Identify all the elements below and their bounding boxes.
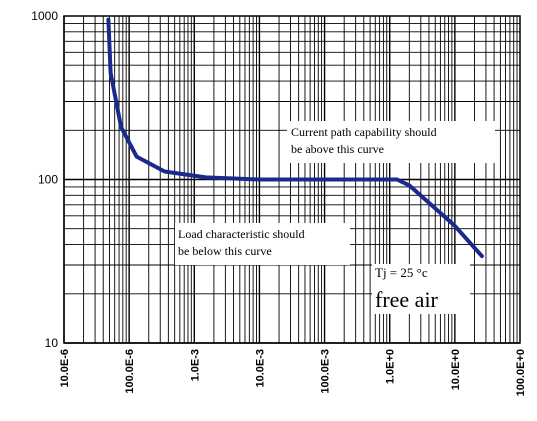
annotation-free-line-0: free air (375, 287, 439, 312)
annotation-current-line-0: Current path capability should (291, 125, 437, 139)
x-tick-label: 1.0E-3 (189, 349, 201, 381)
x-tick-label: 1.0E+0 (385, 349, 397, 384)
annotation-load-line-1: be below this curve (178, 244, 272, 258)
x-tick-label: 100.0E-3 (320, 349, 332, 394)
annotation-current-line-1: be above this curve (291, 142, 384, 156)
grid-lines (63, 16, 520, 344)
annotation-box-load (175, 223, 350, 265)
annotation-box-tj (372, 264, 470, 282)
annotation-box-current (287, 121, 495, 163)
annotation-box-free (372, 282, 470, 314)
annotation-load-line-0: Load characteristic should (178, 227, 305, 241)
y-tick-labels: 10 100 1000 (31, 9, 58, 350)
y-tick-label: 1000 (31, 9, 58, 23)
annotation-tj-line-0: Tj = 25 °c (375, 265, 428, 280)
x-tick-label: 10.0E+0 (450, 349, 462, 390)
annotation-texts: Current path capability should be above t… (178, 125, 439, 312)
x-tick-label: 10.0E-3 (254, 349, 266, 388)
x-tick-label: 100.0E+0 (515, 349, 527, 396)
x-tick-label: 10.0E-6 (59, 349, 71, 388)
x-tick-labels: 10.0E-6 100.0E-6 1.0E-3 10.0E-3 100.0E-3 1.0E… (59, 349, 527, 396)
y-tick-label: 100 (38, 173, 58, 187)
x-tick-label: 100.0E-6 (124, 349, 136, 394)
y-tick-label: 10 (45, 336, 59, 350)
series-line (106, 17, 484, 259)
plot-frame (63, 15, 521, 344)
annotation-boxes (175, 121, 495, 314)
